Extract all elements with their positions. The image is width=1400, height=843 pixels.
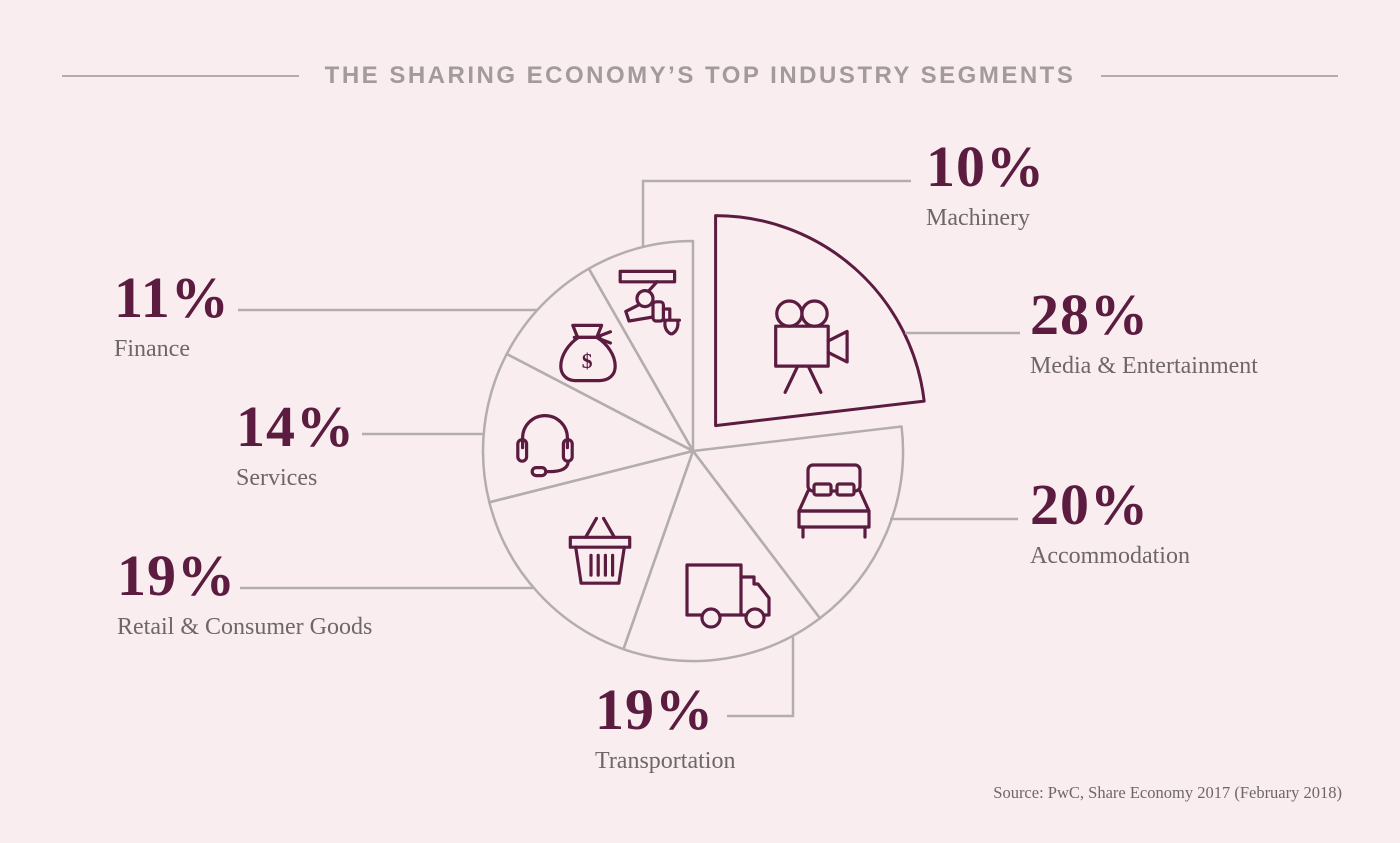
percent-value: 19% (117, 543, 236, 608)
percent-value: 10% (926, 134, 1045, 199)
bed-icon (799, 465, 869, 537)
robotic-arm-icon (620, 271, 679, 333)
segment-label: Machinery (926, 205, 1030, 231)
callout-finance: 11% Finance (114, 265, 230, 363)
pie-slice-media-entertainment (714, 214, 926, 428)
page-title: THE SHARING ECONOMY’S TOP INDUSTRY SEGME… (324, 62, 1076, 89)
segment-label: Accommodation (1030, 543, 1190, 569)
truck-icon (687, 565, 769, 627)
callout-accommodation: 20% Accommodation (1030, 472, 1190, 570)
pie-slice-services (481, 352, 695, 504)
pie-slice-accommodation (691, 425, 905, 620)
callout-transportation: 19% Transportation (595, 677, 736, 775)
source-note: Source: PwC, Share Economy 2017 (Februar… (993, 783, 1342, 802)
leader-line-machinery (641, 179, 911, 248)
percent-value: 28% (1030, 282, 1149, 347)
shopping-basket-icon (570, 518, 629, 583)
segment-label: Media & Entertainment (1030, 353, 1258, 379)
headset-icon (518, 416, 572, 476)
money-bag-icon: $ (561, 325, 615, 380)
callout-services: 14% Services (236, 394, 355, 492)
video-camera-icon (776, 301, 847, 392)
title-rule-right (1101, 75, 1339, 77)
segment-label: Retail & Consumer Goods (117, 614, 373, 640)
percent-value: 14% (236, 394, 355, 459)
callout-media-entertainment: 28% Media & Entertainment (1030, 282, 1258, 380)
percent-value: 19% (595, 677, 714, 742)
pie-slice-machinery (587, 239, 695, 453)
segment-label: Finance (114, 336, 190, 362)
segment-label: Transportation (595, 748, 736, 774)
percent-value: 20% (1030, 472, 1149, 537)
svg-text:$: $ (582, 349, 593, 373)
callout-machinery: 10% Machinery (926, 134, 1045, 232)
pie-slice-retail-consumer-goods (488, 449, 695, 651)
segment-label: Services (236, 465, 318, 491)
callout-retail-consumer-goods: 19% Retail & Consumer Goods (117, 543, 373, 641)
pie-slice-transportation (622, 449, 822, 663)
percent-value: 11% (114, 265, 230, 330)
pie-slice-finance (505, 267, 695, 453)
title-rule-left (62, 75, 299, 77)
leader-line-transportation (727, 637, 795, 718)
header: THE SHARING ECONOMY’S TOP INDUSTRY SEGME… (0, 62, 1400, 90)
